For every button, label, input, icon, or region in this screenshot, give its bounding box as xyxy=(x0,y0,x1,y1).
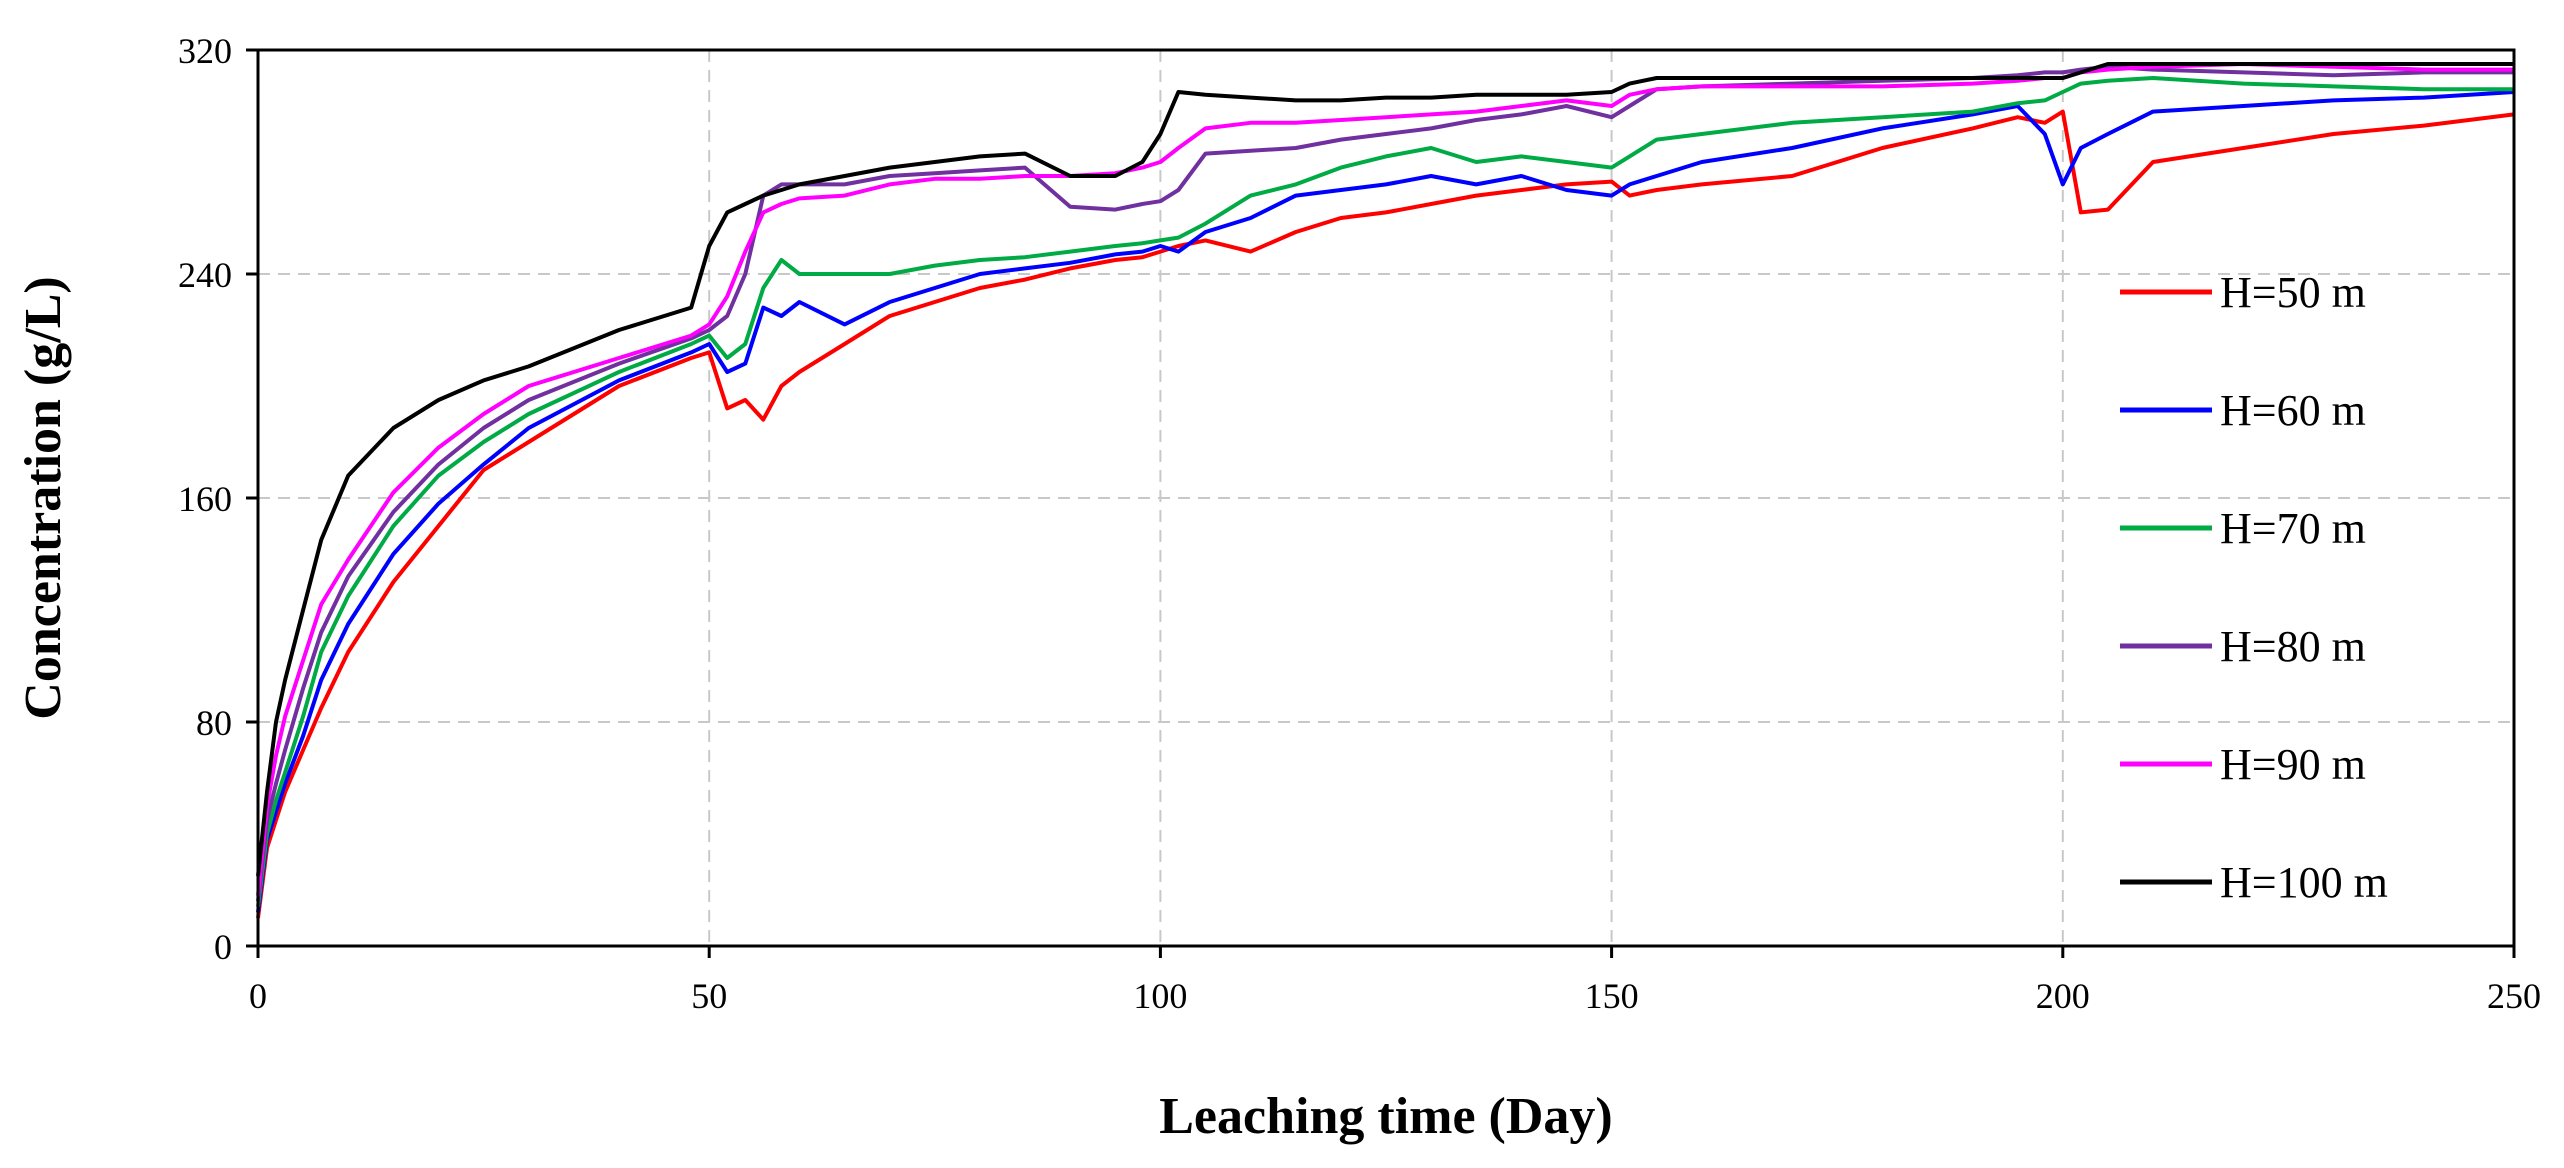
x-tick-label: 0 xyxy=(249,976,267,1016)
series-line-5 xyxy=(256,62,2514,877)
y-axis-title: Concentration (g/L) xyxy=(15,276,72,719)
x-axis-title: Leaching time (Day) xyxy=(1159,1088,1612,1145)
series-line-4 xyxy=(256,62,2514,896)
y-tick-label: 320 xyxy=(178,31,232,71)
x-tick-label: 50 xyxy=(691,976,727,1016)
legend-label-2: H=70 m xyxy=(2220,504,2366,553)
series-lines xyxy=(256,62,2515,919)
y-tick-label: 80 xyxy=(196,703,232,743)
x-tick-label: 100 xyxy=(1133,976,1187,1016)
y-tick-label: 160 xyxy=(178,479,232,519)
series-line-3 xyxy=(256,64,2514,902)
axis-ticks: 0 50 100 150 200 250 0 80 160 240 320 xyxy=(178,31,2541,1016)
x-tick-label: 250 xyxy=(2487,976,2541,1016)
legend-label-3: H=80 m xyxy=(2220,622,2366,671)
legend-label-0: H=50 m xyxy=(2220,268,2366,317)
y-tick-label: 0 xyxy=(214,927,232,967)
y-tick-label: 240 xyxy=(178,255,232,295)
x-tick-label: 200 xyxy=(2036,976,2090,1016)
series-line-0 xyxy=(256,109,2515,919)
legend: H=50 m H=60 m H=70 m H=80 m H=90 m H=100 m xyxy=(2120,268,2388,907)
legend-label-4: H=90 m xyxy=(2220,740,2366,789)
x-tick-label: 150 xyxy=(1585,976,1639,1016)
legend-label-1: H=60 m xyxy=(2220,386,2366,435)
series-line-1 xyxy=(256,90,2515,913)
legend-label-5: H=100 m xyxy=(2220,858,2388,907)
series-line-2 xyxy=(256,76,2514,908)
